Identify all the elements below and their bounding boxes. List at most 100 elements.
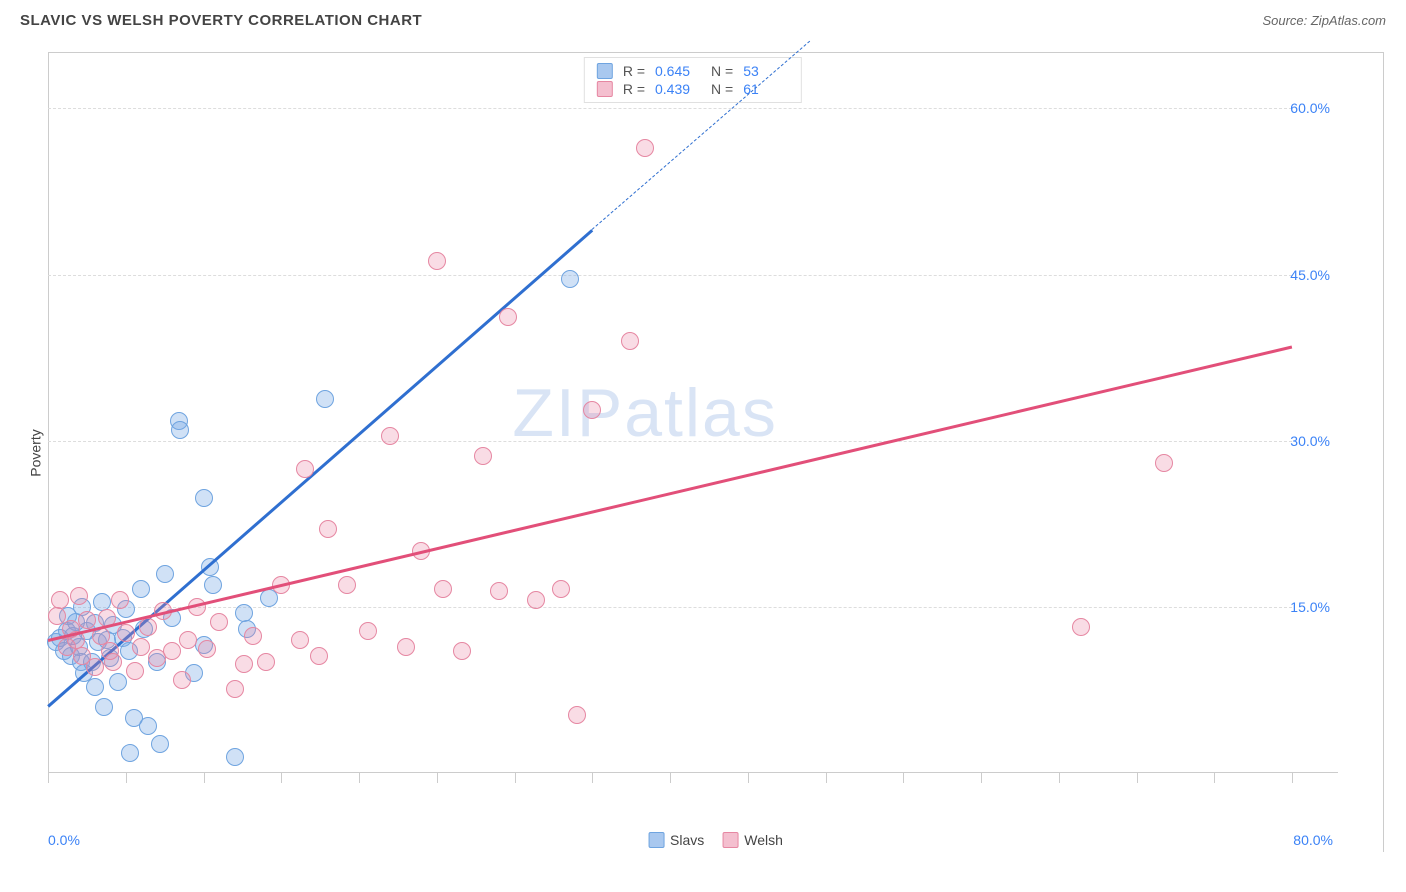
r-label: R = [623,63,645,79]
data-point-slavs [204,576,222,594]
n-value: 61 [743,81,789,97]
legend-label: Slavs [670,832,704,848]
x-tick [359,773,360,783]
data-point-slavs [151,735,169,753]
data-point-welsh [568,706,586,724]
legend-label: Welsh [744,832,783,848]
data-point-welsh [474,447,492,465]
data-point-welsh [126,662,144,680]
swatch-icon [648,832,664,848]
data-point-welsh [397,638,415,656]
data-point-slavs [139,717,157,735]
y-tick-label: 45.0% [1290,267,1330,283]
n-label: N = [711,63,733,79]
data-point-welsh [453,642,471,660]
y-tick-label: 30.0% [1290,433,1330,449]
stats-legend: R =0.645N =53R =0.439N =61 [584,57,802,103]
swatch-icon [597,63,613,79]
data-point-welsh [104,653,122,671]
x-tick [281,773,282,783]
data-point-welsh [235,655,253,673]
grid-line [48,441,1292,442]
data-point-welsh [552,580,570,598]
data-point-welsh [296,460,314,478]
data-point-welsh [338,576,356,594]
x-axis-max-label: 80.0% [1293,832,1333,848]
swatch-icon [597,81,613,97]
data-point-welsh [244,627,262,645]
swatch-icon [722,832,738,848]
data-point-welsh [499,308,517,326]
data-point-slavs [109,673,127,691]
data-point-slavs [132,580,150,598]
data-point-welsh [257,653,275,671]
n-label: N = [711,81,733,97]
data-point-welsh [173,671,191,689]
y-axis-label: Poverty [28,429,44,476]
data-point-welsh [198,640,216,658]
data-point-welsh [111,591,129,609]
x-tick [903,773,904,783]
r-label: R = [623,81,645,97]
trend-line [48,345,1293,641]
data-point-welsh [210,613,228,631]
y-tick-label: 60.0% [1290,100,1330,116]
data-point-welsh [86,658,104,676]
r-value: 0.645 [655,63,701,79]
data-point-welsh [319,520,337,538]
data-point-welsh [1072,618,1090,636]
grid-line [48,275,1292,276]
x-tick [126,773,127,783]
data-point-welsh [583,401,601,419]
x-tick [515,773,516,783]
x-axis-line [48,772,1338,773]
data-point-welsh [163,642,181,660]
data-point-welsh [636,139,654,157]
x-tick [826,773,827,783]
data-point-welsh [490,582,508,600]
data-point-welsh [621,332,639,350]
data-point-slavs [171,421,189,439]
chart-area: Poverty ZIPatlas R =0.645N =53R =0.439N … [48,52,1384,852]
data-point-welsh [359,622,377,640]
x-tick [748,773,749,783]
data-point-welsh [117,624,135,642]
r-value: 0.439 [655,81,701,97]
x-tick [1137,773,1138,783]
x-axis-min-label: 0.0% [48,832,80,848]
chart-title: SLAVIC VS WELSH POVERTY CORRELATION CHAR… [20,12,422,29]
grid-line [48,607,1292,608]
grid-line [48,108,1292,109]
x-tick [48,773,49,783]
data-point-slavs [156,565,174,583]
data-point-welsh [70,587,88,605]
data-point-welsh [51,591,69,609]
data-point-slavs [195,489,213,507]
data-point-slavs [95,698,113,716]
x-tick [670,773,671,783]
data-point-welsh [310,647,328,665]
data-point-welsh [132,638,150,656]
data-point-welsh [381,427,399,445]
data-point-slavs [561,270,579,288]
x-tick [204,773,205,783]
data-point-welsh [1155,454,1173,472]
data-point-slavs [226,748,244,766]
x-tick [1292,773,1293,783]
legend-item-welsh: Welsh [722,832,783,848]
data-point-welsh [291,631,309,649]
y-tick-label: 15.0% [1290,599,1330,615]
plot-area: ZIPatlas R =0.645N =53R =0.439N =61 15.0… [48,53,1338,813]
y-axis-line [48,53,49,773]
data-point-welsh [527,591,545,609]
data-point-welsh [428,252,446,270]
x-tick [1059,773,1060,783]
data-point-welsh [139,618,157,636]
data-point-slavs [316,390,334,408]
data-point-slavs [121,744,139,762]
data-point-welsh [226,680,244,698]
x-tick [981,773,982,783]
series-legend: Slavs Welsh [648,832,783,848]
legend-item-slavs: Slavs [648,832,704,848]
data-point-welsh [434,580,452,598]
